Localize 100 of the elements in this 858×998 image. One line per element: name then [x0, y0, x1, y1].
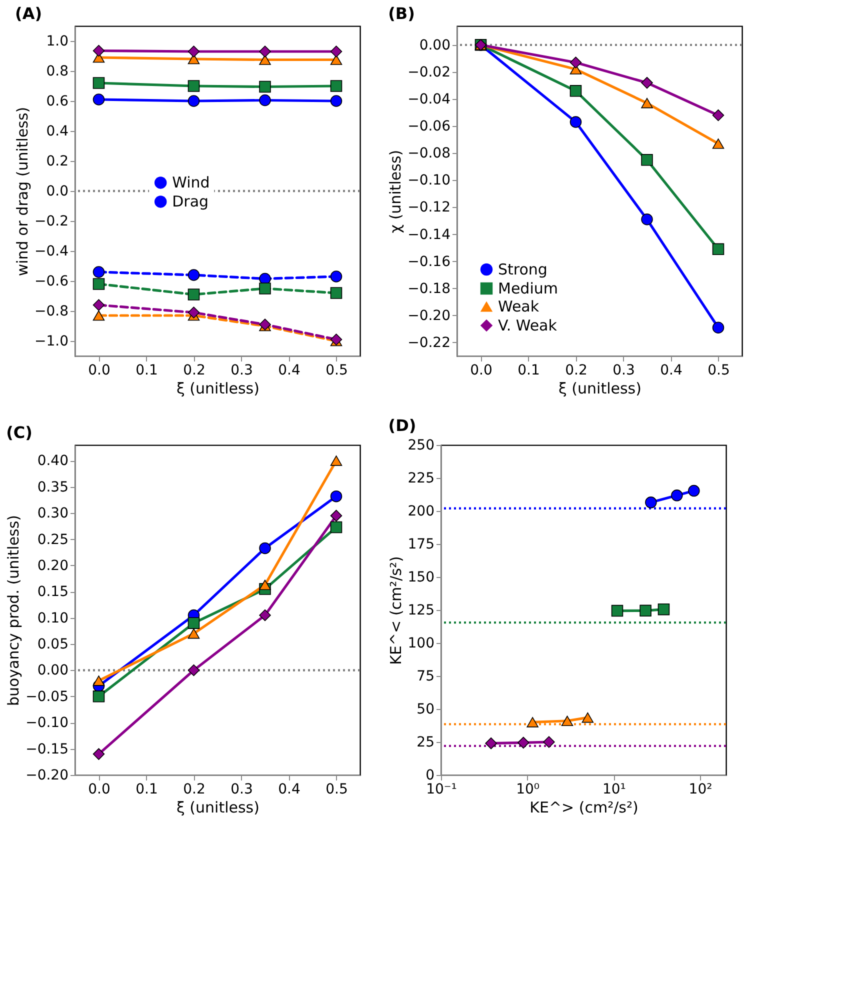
point	[259, 80, 271, 93]
point	[259, 54, 271, 65]
chart-title: (C)	[6, 423, 32, 442]
y-tick-label: −0.20	[408, 308, 450, 324]
point	[330, 54, 342, 65]
y-tick-label: 0.8	[46, 64, 68, 80]
y-tick-label: −0.15	[26, 741, 68, 758]
point	[712, 138, 724, 149]
x-tick-label: 0.4	[278, 782, 300, 798]
y-tick-label: −0.10	[408, 172, 450, 189]
point	[92, 310, 105, 321]
y-tick-label: −0.14	[408, 226, 451, 243]
y-tick-label: −0.8	[34, 304, 68, 320]
y-tick-label: 0.35	[37, 479, 68, 496]
y-tick-label: 0.15	[37, 584, 68, 600]
x-tick-label: 0.3	[230, 362, 253, 378]
point	[330, 270, 342, 282]
chart-title: (A)	[15, 4, 42, 23]
y-tick-label: −0.08	[408, 146, 450, 162]
y-tick-label: 50	[416, 702, 434, 718]
point	[330, 80, 342, 92]
x-tick-label: 0.4	[660, 362, 682, 378]
x-tick-label: 0.0	[88, 362, 110, 378]
point	[641, 214, 653, 226]
y-tick-label: 1.0	[46, 34, 68, 50]
point	[92, 77, 105, 89]
x-tick-label: 0.1	[518, 362, 540, 378]
point	[712, 243, 724, 256]
point	[330, 287, 342, 299]
point	[188, 80, 200, 92]
x-tick-label: 0.0	[88, 782, 110, 798]
point	[259, 542, 271, 554]
y-tick-label: 0.0	[46, 184, 68, 200]
y-tick-label: −0.20	[26, 768, 68, 784]
x-tick-label: 0.3	[612, 362, 635, 378]
y-tick-label: 0.4	[46, 124, 69, 140]
y-tick-label: −1.0	[34, 334, 68, 350]
point	[188, 306, 200, 318]
y-tick-label: 0.10	[37, 610, 68, 626]
point	[188, 617, 200, 629]
chart-title: (B)	[388, 4, 415, 23]
point	[92, 676, 105, 686]
y-tick-label: 100	[408, 636, 434, 652]
x-tick-label: 0.2	[183, 362, 206, 378]
y-tick-label: −0.4	[34, 244, 69, 260]
point	[330, 521, 342, 534]
point	[330, 510, 342, 522]
x-tick-label: 0.2	[183, 782, 206, 798]
x-tick-label: 10¹	[602, 782, 626, 798]
x-axis-title: ξ (unitless)	[176, 380, 260, 398]
point	[188, 46, 200, 58]
y-tick-label: 250	[408, 438, 434, 454]
y-tick-label: −0.12	[408, 200, 450, 216]
x-tick-label: 10⁻¹	[426, 782, 457, 798]
x-tick-label: 0.5	[326, 362, 348, 378]
y-tick-label: 0.25	[37, 532, 68, 548]
point	[259, 609, 271, 622]
y-tick-label: 200	[408, 504, 434, 520]
y-tick-label: 0.00	[37, 662, 68, 679]
y-tick-label: −0.18	[408, 280, 450, 297]
x-tick-label: 0.1	[136, 362, 158, 378]
y-tick-label: 125	[408, 602, 434, 618]
point	[188, 664, 200, 676]
point	[570, 56, 582, 68]
point	[92, 266, 105, 278]
y-axis-title: buoyancy prod. (unitless)	[4, 514, 23, 706]
point	[188, 269, 200, 281]
y-tick-label: −0.6	[34, 274, 69, 290]
x-axis-title: KE^> (cm²/s²)	[530, 798, 638, 816]
point	[641, 98, 653, 108]
chart-title: (D)	[388, 416, 416, 435]
x-tick-label: 0.0	[470, 362, 492, 378]
y-axis-title: wind or drag (unitless)	[14, 106, 32, 276]
y-tick-label: −0.22	[408, 334, 450, 351]
y-axis-title: KE^< (cm²/s²)	[386, 556, 405, 665]
y-tick-label: 0.40	[37, 453, 68, 470]
point	[259, 46, 271, 58]
point	[259, 580, 271, 590]
x-tick-label: 10²	[688, 782, 712, 798]
point	[641, 154, 653, 166]
point	[712, 109, 724, 122]
x-axis-title: ξ (unitless)	[176, 798, 260, 816]
x-tick-label: 0.3	[230, 782, 253, 798]
y-tick-label: 75	[416, 668, 434, 684]
legend-label: V. Weak	[498, 316, 558, 334]
point	[330, 490, 342, 502]
x-axis-title: ξ (unitless)	[558, 380, 642, 398]
y-tick-label: 0.05	[37, 636, 68, 653]
y-tick-label: 0.6	[46, 94, 69, 110]
point	[259, 94, 271, 106]
point	[259, 282, 271, 294]
point	[330, 456, 342, 466]
y-tick-label: 0.20	[37, 558, 68, 574]
y-tick-label: 25	[416, 734, 434, 750]
legend-label: Drag	[172, 192, 209, 211]
y-tick-label: 175	[408, 536, 434, 552]
point	[641, 76, 653, 89]
legend-label: Weak	[498, 298, 540, 316]
point	[712, 322, 724, 334]
point	[92, 299, 105, 311]
